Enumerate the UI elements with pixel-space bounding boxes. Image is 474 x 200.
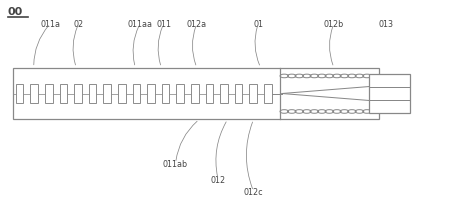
Bar [235, 84, 242, 104]
Text: 011aa: 011aa [128, 20, 153, 29]
Bar [103, 84, 111, 104]
Bar [162, 84, 169, 104]
Bar [16, 84, 23, 104]
Text: 012c: 012c [244, 187, 264, 196]
Bar [118, 84, 126, 104]
Bar [89, 84, 96, 104]
Bar [133, 84, 140, 104]
Bar [45, 84, 53, 104]
Bar [30, 84, 38, 104]
Bar [264, 84, 272, 104]
Text: 013: 013 [378, 20, 393, 29]
Text: 012b: 012b [324, 20, 344, 29]
Text: 00: 00 [8, 7, 23, 17]
Bar [220, 84, 228, 104]
Text: 01: 01 [253, 20, 263, 29]
Bar [249, 84, 257, 104]
Bar [60, 84, 67, 104]
Bar [74, 84, 82, 104]
Bar [369, 74, 410, 114]
Bar [147, 84, 155, 104]
Text: 02: 02 [73, 20, 84, 29]
Text: 011a: 011a [40, 20, 60, 29]
Bar [176, 84, 184, 104]
Text: 011: 011 [156, 20, 171, 29]
Bar [191, 84, 199, 104]
Text: 011ab: 011ab [163, 159, 188, 168]
Bar [12, 68, 379, 120]
Text: 012: 012 [210, 175, 226, 184]
Text: 012a: 012a [187, 20, 207, 29]
Bar [206, 84, 213, 104]
